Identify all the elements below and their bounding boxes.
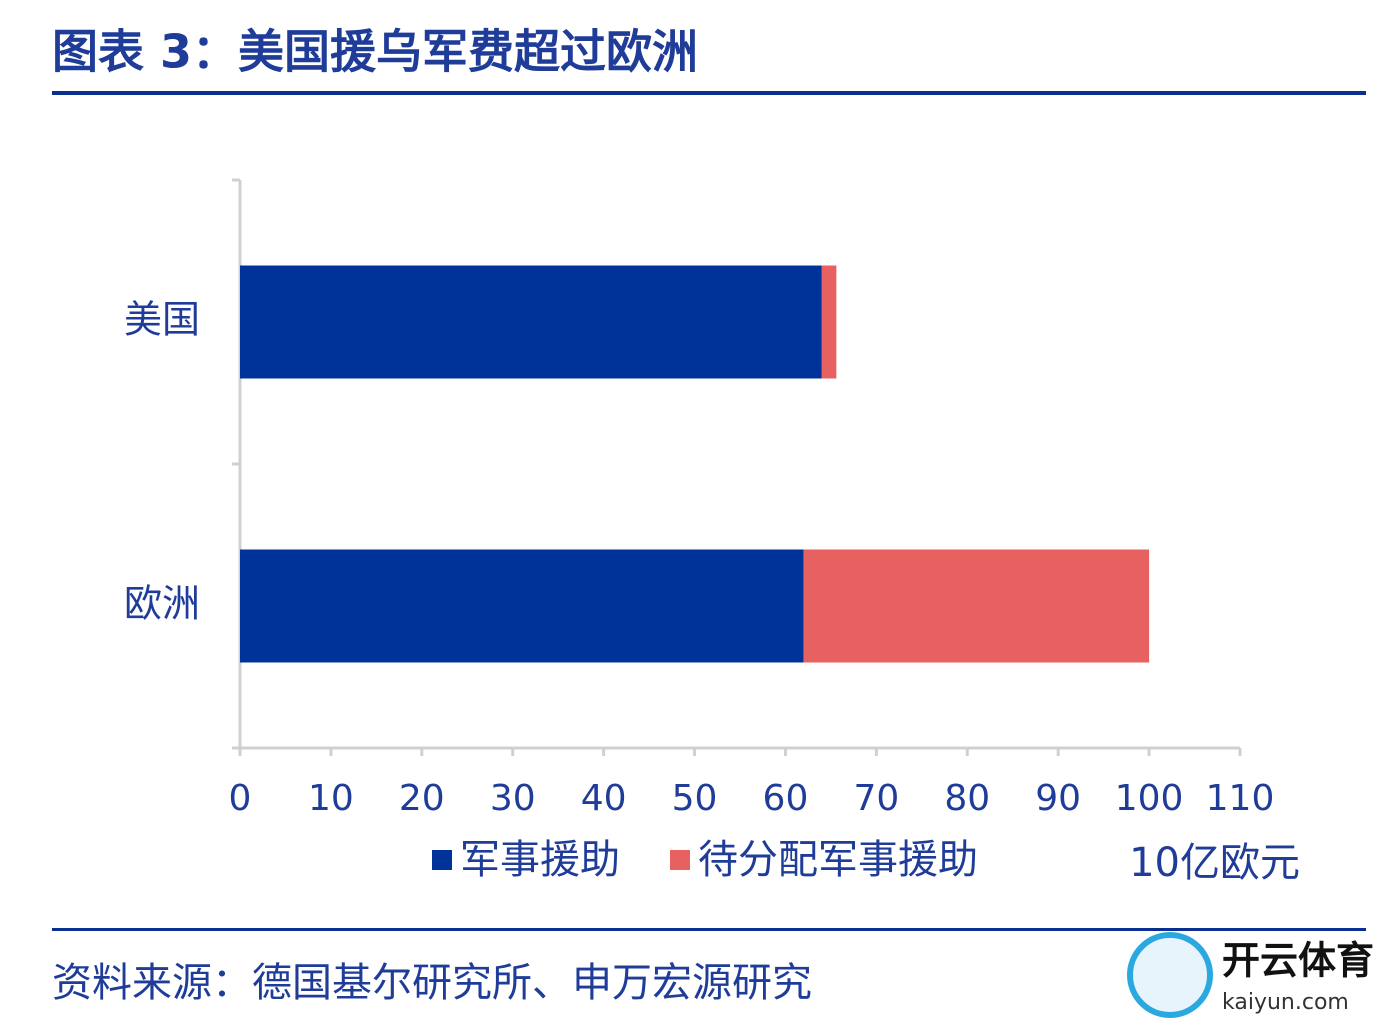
- x-tick-label: 0: [229, 778, 252, 819]
- bar-segment: [240, 549, 804, 663]
- bar-segment: [803, 549, 1150, 663]
- watermark-logo: [1127, 932, 1213, 1018]
- x-tick-label: 70: [853, 778, 899, 819]
- y-tick-label: 美国: [124, 298, 200, 342]
- x-tick-label: 80: [944, 778, 990, 819]
- x-tick-label: 10: [308, 778, 354, 819]
- bar-segment: [240, 265, 822, 379]
- chart-title: 图表 3：美国援乌军费超过欧洲: [52, 25, 698, 79]
- legend-label: 军事援助: [460, 837, 620, 883]
- x-tick-label: 40: [581, 778, 627, 819]
- legend-swatch: [432, 850, 452, 870]
- y-tick-label: 欧洲: [124, 582, 200, 626]
- unit-label: 10亿欧元: [1129, 840, 1300, 886]
- source: 资料来源：德国基尔研究所、申万宏源研究: [52, 960, 812, 1006]
- x-tick-label: 50: [672, 778, 718, 819]
- x-tick-label: 30: [490, 778, 536, 819]
- footer-rule: [52, 928, 1366, 931]
- x-tick-label: 100: [1115, 778, 1184, 819]
- title-rule: [52, 91, 1366, 95]
- x-tick-label: 110: [1206, 778, 1275, 819]
- x-tick-label: 60: [763, 778, 809, 819]
- watermark-title: 开云体育: [1222, 939, 1374, 983]
- legend-swatch: [670, 850, 690, 870]
- x-tick-label: 90: [1035, 778, 1081, 819]
- legend-label: 待分配军事援助: [698, 837, 978, 883]
- watermark-url: kaiyun.com: [1222, 990, 1349, 1015]
- x-tick-label: 20: [399, 778, 445, 819]
- bar-segment: [821, 265, 837, 379]
